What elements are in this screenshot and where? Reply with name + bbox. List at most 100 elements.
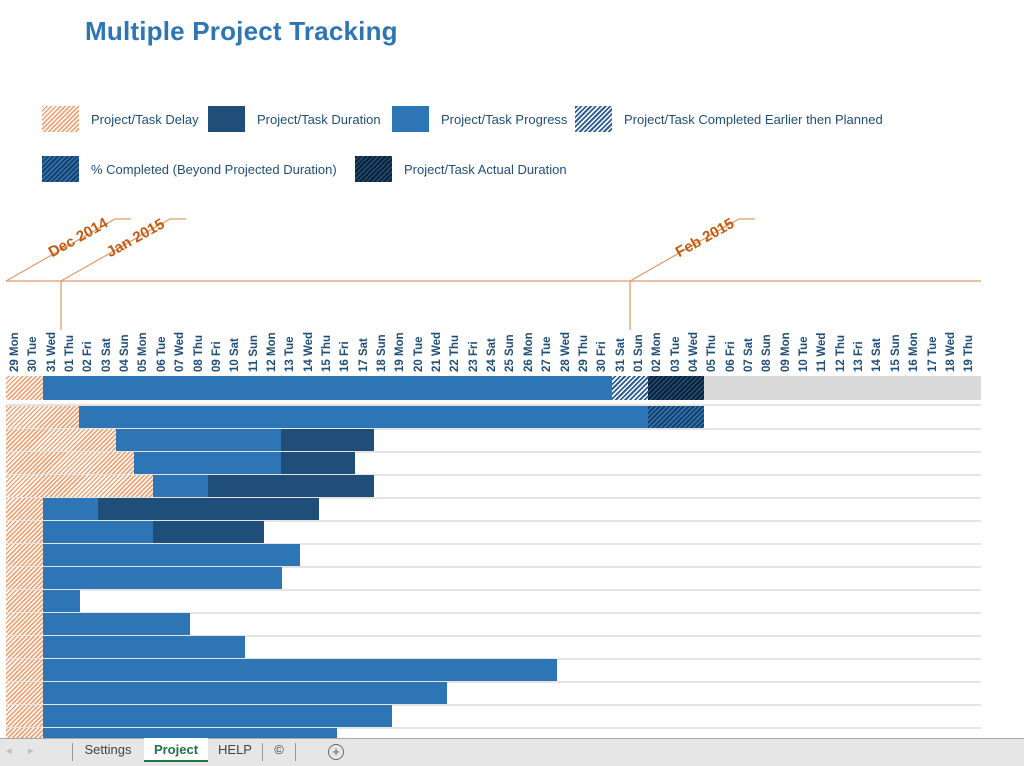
gantt-task-row[interactable] [6, 521, 981, 543]
legend-label: Project/Task Delay [91, 111, 199, 127]
add-sheet-button[interactable]: + [328, 744, 344, 760]
progress-bar [43, 659, 557, 681]
day-column-header: 03 Tue [669, 336, 682, 372]
day-column-header: 02 Fri [82, 341, 95, 372]
day-column-header: 24 Sat [486, 338, 499, 372]
delay-bar [6, 659, 43, 681]
row-divider [6, 589, 981, 591]
progress-bar [43, 728, 337, 738]
day-column-header: 15 Sun [889, 334, 902, 372]
duration-bar [208, 475, 374, 497]
tab-copyright[interactable]: © [274, 742, 284, 757]
gantt-task-row[interactable] [6, 705, 981, 727]
tab-separator [295, 743, 296, 761]
tab-help[interactable]: HELP [218, 742, 252, 757]
progress-bar [43, 682, 447, 704]
progress-bar [43, 636, 245, 658]
delay-bar [6, 682, 43, 704]
gantt-task-row[interactable] [6, 406, 981, 428]
legend-item-beyond: % Completed (Beyond Projected Duration) [42, 155, 337, 183]
delay-bar [6, 728, 43, 738]
gantt-task-row[interactable] [6, 728, 981, 738]
day-column-header: 11 Wed [816, 332, 829, 372]
delay-bar [6, 705, 43, 727]
tab-scroll-left-icon[interactable]: ◂ [6, 745, 12, 757]
day-column-header: 31 Wed [45, 331, 58, 372]
row-divider [6, 635, 981, 637]
day-column-header: 09 Fri [210, 341, 223, 372]
day-column-header: 17 Sat [357, 338, 370, 372]
day-column-header: 25 Sun [504, 334, 517, 372]
progress-bar [43, 705, 392, 727]
day-column-header: 31 Sat [614, 338, 627, 372]
day-column-header: 22 Thu [449, 334, 462, 372]
legend-swatch-duration [208, 106, 245, 132]
tab-project[interactable]: Project [144, 738, 208, 762]
progress-bar [43, 521, 153, 543]
beyond-duration-bar [648, 406, 704, 428]
day-column-header: 28 Wed [559, 331, 572, 372]
gantt-task-row[interactable] [6, 636, 981, 658]
delay-bar [6, 498, 43, 520]
row-divider [6, 612, 981, 614]
gantt-task-row[interactable] [6, 452, 981, 474]
delay-bar [6, 521, 43, 543]
day-column-header: 19 Thu [963, 334, 976, 372]
legend-label: Project/Task Completed Earlier then Plan… [624, 111, 883, 127]
tab-scroll-right-icon[interactable]: ▸ [28, 745, 34, 757]
day-column-header: 04 Wed [687, 331, 700, 372]
duration-bar [281, 429, 374, 451]
day-column-header: 16 Mon [908, 332, 921, 372]
day-column-header: 29 Thu [577, 334, 590, 372]
day-column-header: 26 Mon [522, 332, 535, 372]
legend-swatch-earlier [575, 106, 612, 132]
progress-bar [153, 475, 208, 497]
legend-item-actual: Project/Task Actual Duration [355, 155, 567, 183]
gantt-task-row[interactable] [6, 613, 981, 635]
day-column-header: 09 Mon [779, 332, 792, 372]
day-column-header: 07 Sat [743, 338, 755, 372]
day-column-header: 13 Fri [853, 341, 866, 372]
legend-label: Project/Task Progress [441, 111, 568, 127]
row-divider [6, 497, 981, 499]
day-column-header: 12 Thu [834, 334, 847, 372]
delay-bar [6, 636, 43, 658]
progress-bar [43, 613, 190, 635]
day-column-header: 01 Thu [64, 334, 77, 372]
gantt-task-row[interactable] [6, 567, 981, 589]
day-column-header: 03 Sat [100, 338, 113, 372]
delay-bar [6, 376, 43, 400]
progress-bar [116, 429, 281, 451]
day-column-header: 11 Sun [247, 334, 260, 372]
day-column-header: 13 Tue [284, 336, 297, 372]
legend-label: Project/Task Duration [257, 111, 381, 127]
tab-settings[interactable]: Settings [84, 742, 132, 757]
day-column-header: 21 Wed [431, 331, 444, 372]
gantt-task-row[interactable] [6, 544, 981, 566]
day-column-header: 19 Mon [394, 332, 407, 372]
gantt-task-row[interactable] [6, 682, 981, 704]
gantt-task-row[interactable] [6, 498, 981, 520]
row-divider [6, 474, 981, 476]
day-column-header: 10 Sat [229, 338, 242, 372]
day-column-header: 18 Wed [944, 331, 957, 372]
day-column-header: 29 Mon [9, 332, 21, 372]
legend-label: Project/Task Actual Duration [404, 161, 567, 177]
day-column-header: 02 Mon [651, 332, 664, 372]
duration-bar [281, 452, 355, 474]
gantt-task-row[interactable] [6, 475, 981, 497]
gantt-task-row[interactable] [6, 429, 981, 451]
delay-bar [6, 475, 153, 497]
gantt-task-row[interactable] [6, 590, 981, 612]
delay-bar [6, 452, 134, 474]
gantt-summary-row[interactable] [6, 376, 981, 400]
tab-separator [262, 743, 263, 761]
day-column-header: 06 Fri [724, 341, 737, 372]
day-column-header: 27 Tue [541, 336, 554, 372]
tab-separator [72, 743, 73, 761]
day-column-header: 30 Tue [27, 336, 40, 372]
day-column-header: 05 Thu [706, 334, 719, 372]
gantt-task-row[interactable] [6, 659, 981, 681]
delay-bar [6, 429, 116, 451]
row-divider [6, 566, 981, 568]
